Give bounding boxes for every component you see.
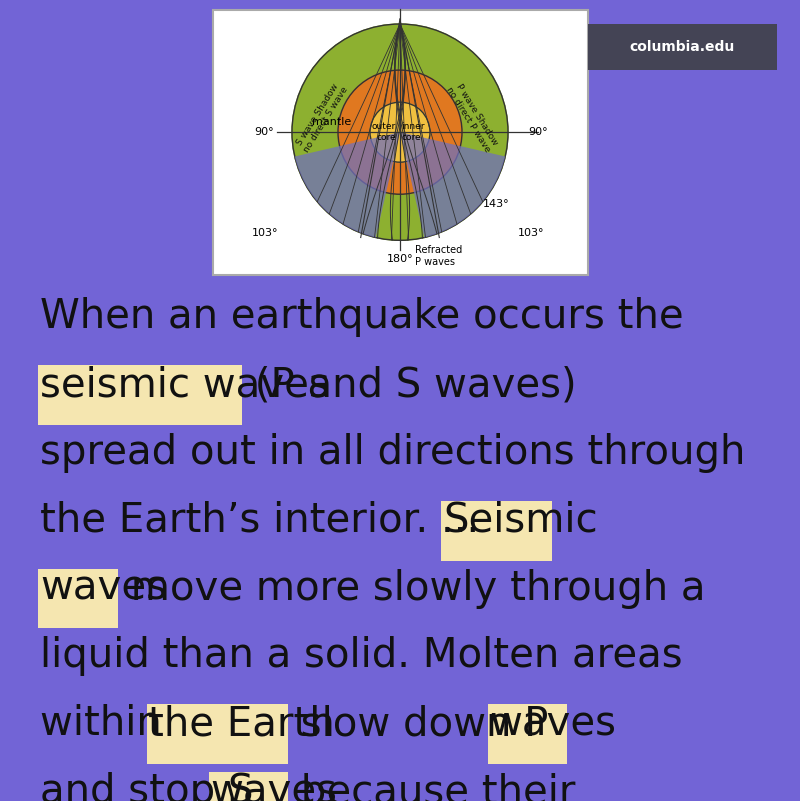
FancyBboxPatch shape <box>588 24 777 70</box>
Text: 143°: 143° <box>482 199 510 209</box>
Text: within: within <box>40 704 174 744</box>
FancyBboxPatch shape <box>146 704 288 764</box>
Text: 90°: 90° <box>528 127 548 137</box>
Wedge shape <box>400 132 506 238</box>
FancyBboxPatch shape <box>487 704 567 764</box>
FancyBboxPatch shape <box>38 569 118 629</box>
Text: P wave Shadow
no direct P wave: P wave Shadow no direct P wave <box>444 80 500 155</box>
Text: inner
core: inner core <box>401 123 425 142</box>
Text: waves: waves <box>210 772 338 801</box>
Circle shape <box>292 24 508 240</box>
Wedge shape <box>294 132 400 238</box>
Text: move more slowly through a: move more slowly through a <box>118 569 705 609</box>
Text: the Earth: the Earth <box>149 704 335 744</box>
Text: slow down P: slow down P <box>288 704 561 744</box>
Text: waves: waves <box>40 569 167 609</box>
Text: 90°: 90° <box>254 127 274 137</box>
Text: When an earthquake occurs the: When an earthquake occurs the <box>40 297 696 337</box>
Text: 103°: 103° <box>518 227 545 238</box>
Text: Refracted
P waves: Refracted P waves <box>415 245 462 267</box>
Text: S wave Shadow
no direct S wave: S wave Shadow no direct S wave <box>294 80 350 155</box>
Text: liquid than a solid. Molten areas: liquid than a solid. Molten areas <box>40 637 682 676</box>
Text: mantle: mantle <box>312 117 352 127</box>
Text: the Earth’s interior. ...: the Earth’s interior. ... <box>40 501 492 541</box>
FancyBboxPatch shape <box>38 365 242 425</box>
FancyBboxPatch shape <box>441 501 551 561</box>
Text: 103°: 103° <box>251 227 278 238</box>
Text: Seismic: Seismic <box>443 501 598 541</box>
Text: 180°: 180° <box>386 255 414 264</box>
Text: (P and S waves): (P and S waves) <box>242 365 576 405</box>
Text: and stop S: and stop S <box>40 772 266 801</box>
Circle shape <box>338 70 462 194</box>
Text: because their: because their <box>288 772 575 801</box>
Text: outer
core: outer core <box>372 123 396 142</box>
Text: seismic waves: seismic waves <box>40 365 330 405</box>
Text: columbia.edu: columbia.edu <box>630 40 734 54</box>
Text: spread out in all directions through: spread out in all directions through <box>40 433 746 473</box>
FancyBboxPatch shape <box>209 772 288 801</box>
Text: waves: waves <box>490 704 617 744</box>
FancyBboxPatch shape <box>213 10 588 276</box>
Circle shape <box>370 102 430 162</box>
